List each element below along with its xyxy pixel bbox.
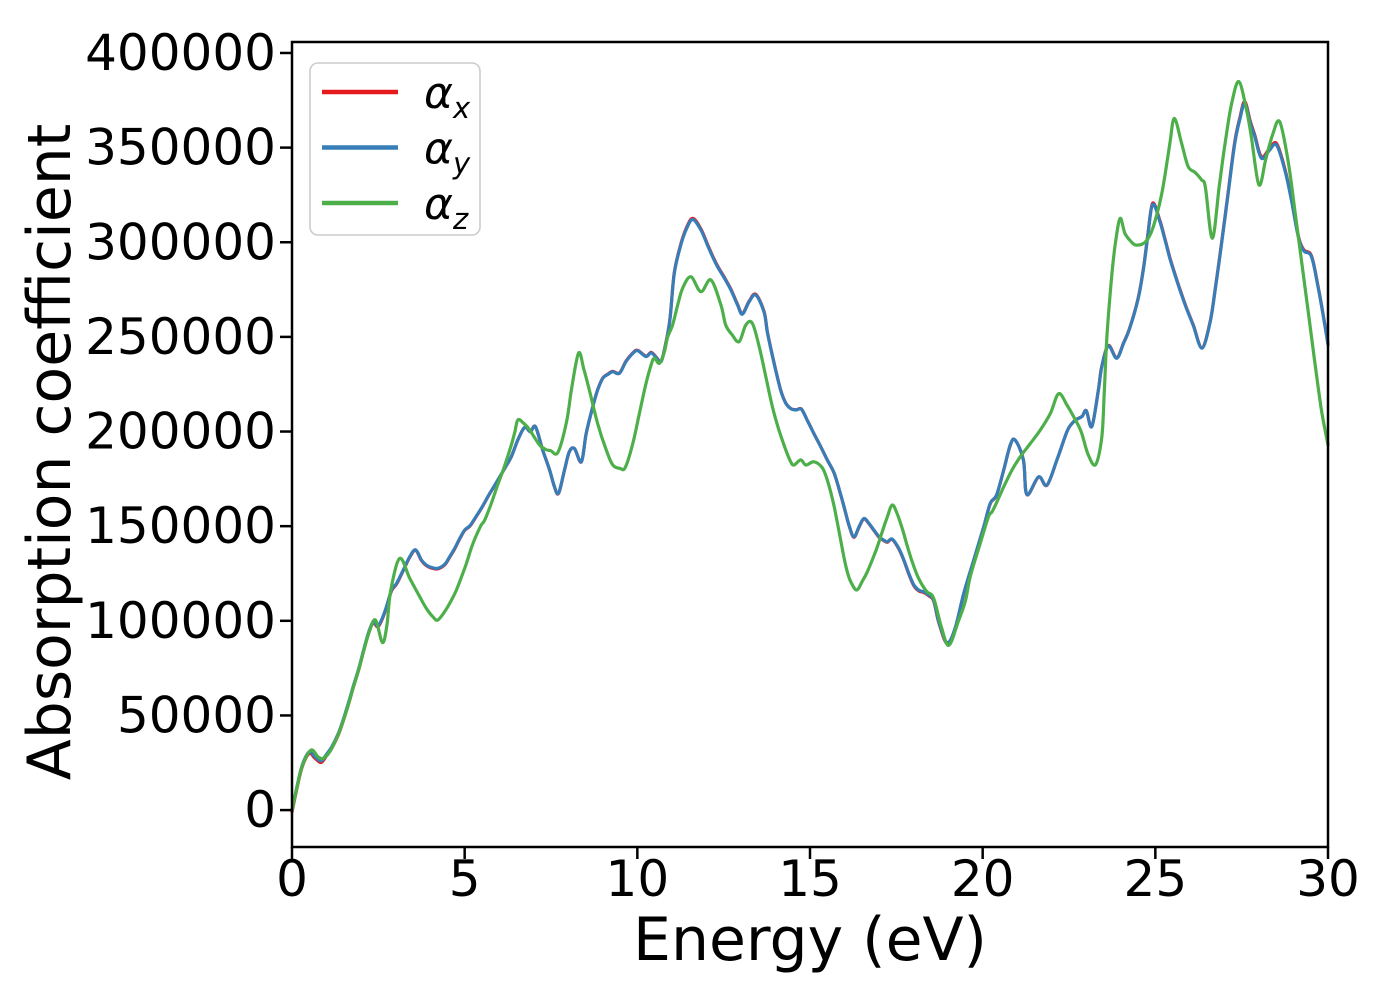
x-tick-label: 20	[951, 850, 1015, 908]
y-tick-label: 100000	[85, 592, 276, 650]
y-tick-label: 50000	[117, 686, 276, 744]
legend-label: αy	[424, 124, 471, 181]
x-tick-label: 15	[778, 850, 842, 908]
x-tick-label: 30	[1296, 850, 1360, 908]
axis-ticks: 0 5 10 15 20 25 30 0 50000 100000 150000 200000 2500…	[85, 24, 1360, 908]
y-tick-label: 250000	[85, 308, 276, 366]
legend-label: αz	[424, 179, 469, 236]
x-tick-label: 5	[449, 850, 481, 908]
x-axis-label: Energy (eV)	[633, 905, 987, 975]
y-axis-label: Absorption coefficient	[15, 124, 85, 781]
plot-series	[290, 80, 1330, 814]
y-tick-label: 350000	[85, 119, 276, 177]
y-tick-label: 400000	[85, 24, 276, 82]
y-tick-label: 300000	[85, 213, 276, 271]
y-tick-label: 200000	[85, 403, 276, 461]
y-tick-label: 0	[244, 781, 276, 839]
y-tick-label: 150000	[85, 497, 276, 555]
series-line-alpha_z	[290, 80, 1330, 812]
x-tick-label: 10	[606, 850, 670, 908]
x-tick-label: 0	[276, 850, 308, 908]
legend-label: αx	[424, 68, 471, 125]
x-tick-label: 25	[1124, 850, 1188, 908]
